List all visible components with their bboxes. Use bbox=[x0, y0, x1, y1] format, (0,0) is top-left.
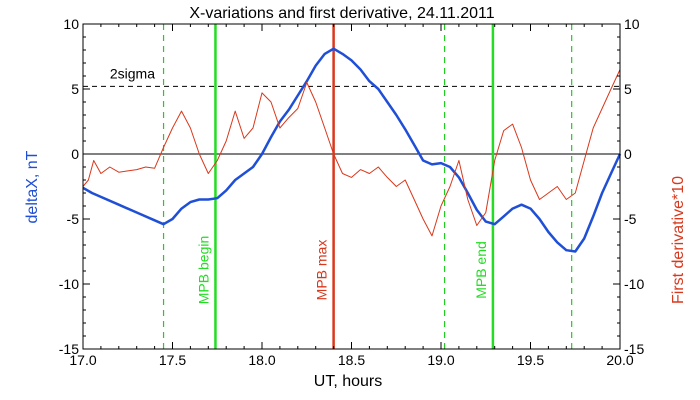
x-tick-label: 17.5 bbox=[159, 352, 186, 368]
y-axis-label-left: deltaX, nT bbox=[24, 150, 41, 223]
x-tick-label: 18.0 bbox=[248, 352, 275, 368]
mpb-end-label: MPB end bbox=[473, 241, 489, 299]
mpb-max-label: MPB max bbox=[314, 240, 330, 301]
y-tick-label-right: 0 bbox=[624, 146, 632, 162]
y-tick-label-left: -5 bbox=[67, 211, 80, 227]
chart-title: X-variations and first derivative, 24.11… bbox=[189, 5, 494, 22]
y-tick-label-right: -5 bbox=[624, 211, 637, 227]
y-tick-label-right: 5 bbox=[624, 81, 632, 97]
x-axis-label: UT, hours bbox=[314, 373, 382, 390]
y-tick-label-left: 5 bbox=[71, 81, 79, 97]
y-tick-label-left: -10 bbox=[59, 276, 79, 292]
y-tick-label-left: 10 bbox=[63, 16, 79, 32]
y-tick-label-left: -15 bbox=[59, 341, 79, 357]
x-tick-label: 18.5 bbox=[338, 352, 365, 368]
y-axis-label-right: First derivative*10 bbox=[670, 176, 687, 304]
y-tick-label-right: -10 bbox=[624, 276, 644, 292]
y-tick-label-left: 0 bbox=[71, 146, 79, 162]
y-tick-label-right: -15 bbox=[624, 341, 644, 357]
threshold-label: 2sigma bbox=[110, 65, 155, 81]
x-tick-label: 19.0 bbox=[427, 352, 454, 368]
mpb-begin-label: MPB begin bbox=[195, 236, 211, 304]
x-tick-label: 19.5 bbox=[517, 352, 544, 368]
y-tick-label-right: 10 bbox=[624, 16, 640, 32]
